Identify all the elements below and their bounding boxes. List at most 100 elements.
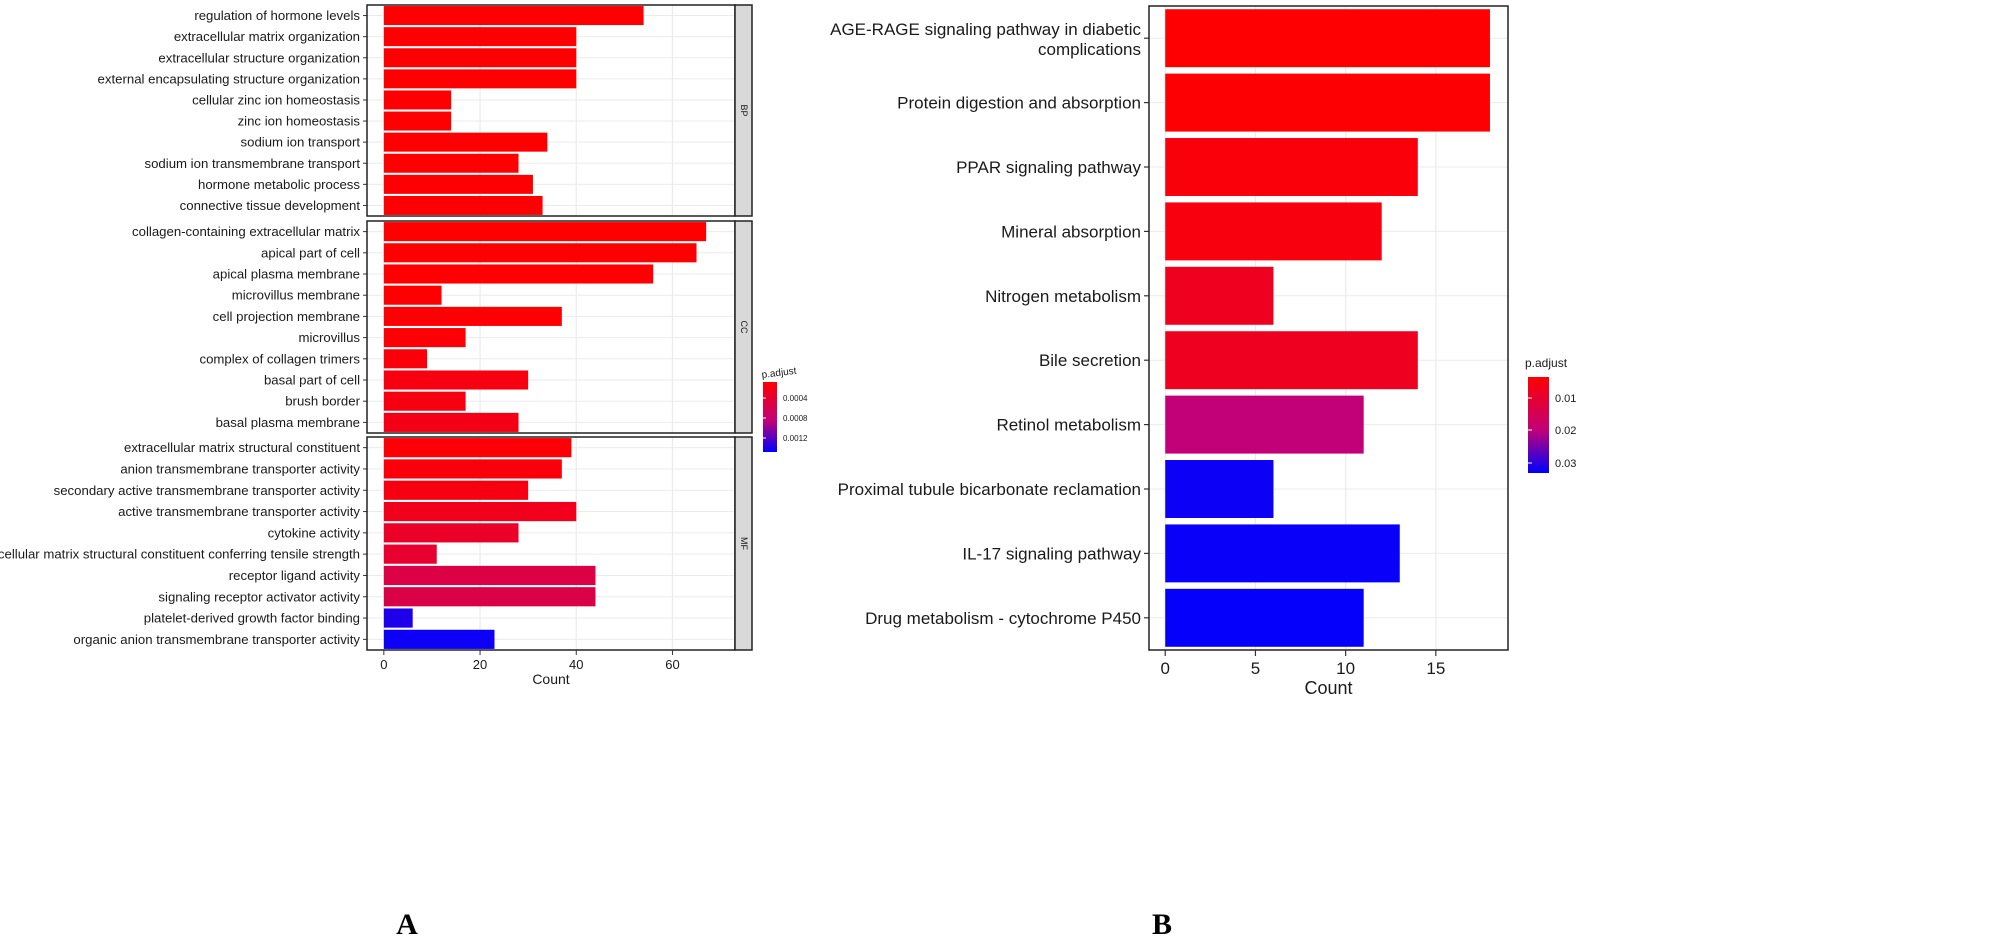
facet-strip-label: MF <box>739 537 749 550</box>
bar <box>383 195 543 215</box>
category-label: anion transmembrane transporter activity <box>120 461 360 476</box>
legend-tick-label: 0.02 <box>1555 425 1576 437</box>
category-label: microvillus membrane <box>232 288 360 303</box>
bar <box>383 438 572 458</box>
category-label: complex of collagen trimers <box>199 351 360 366</box>
category-label: Retinol metabolism <box>996 416 1141 435</box>
bar <box>383 306 562 326</box>
facet-strip <box>734 436 753 651</box>
facet-bp: regulation of hormone levels extracellula… <box>98 4 753 217</box>
bar <box>1165 202 1382 261</box>
category-label: zinc ion homeostasis <box>238 114 361 129</box>
bar <box>1165 331 1418 390</box>
bar <box>383 629 495 649</box>
category-label: regulation of hormone levels <box>194 8 360 23</box>
bar <box>1165 266 1274 325</box>
category-label: platelet-derived growth factor binding <box>144 611 360 626</box>
bar <box>383 285 442 305</box>
tick-label-x: 5 <box>1251 659 1260 678</box>
bar <box>1165 460 1274 518</box>
category-label: Drug metabolism - cytochrome P450 <box>865 609 1141 628</box>
bar <box>383 6 644 26</box>
category-label: AGE-RAGE signaling pathway in diabetic <box>830 20 1141 39</box>
category-label: extracellular structure organization <box>158 50 360 65</box>
facet-strip <box>734 4 753 217</box>
category-label: connective tissue development <box>180 198 361 213</box>
bar <box>383 459 562 479</box>
chart-b: AGE-RAGE signaling pathway in diabeticco… <box>830 5 1509 936</box>
category-label: apical plasma membrane <box>213 267 360 282</box>
bar <box>383 153 519 173</box>
tick-label-x: 60 <box>665 657 679 672</box>
category-label: cell projection membrane <box>213 309 360 324</box>
bar <box>383 523 519 543</box>
legend-tick-label: 0.03 <box>1555 458 1576 470</box>
panel-border <box>1148 5 1509 651</box>
axis-title-x: Count <box>532 671 569 687</box>
category-label: external encapsulating structure organiz… <box>98 71 360 86</box>
bar <box>383 391 466 411</box>
bar <box>1165 73 1490 132</box>
facet-mf: extracellular matrix structural constitu… <box>0 436 753 651</box>
bar <box>383 264 654 284</box>
facet-strip-label: CC <box>739 321 749 334</box>
panel-label: B <box>1152 908 1172 936</box>
bar <box>383 69 577 89</box>
category-label: signaling receptor activator activity <box>158 589 360 604</box>
facet-cc: collagen-containing extracellular matrix… <box>132 220 753 434</box>
bar <box>383 501 577 522</box>
bar <box>383 544 437 564</box>
category-label: IL-17 signaling pathway <box>962 544 1141 563</box>
bar <box>383 587 596 607</box>
bar <box>383 328 466 348</box>
legend: p.adjust 0.01 0.02 0.03 <box>1525 356 1576 473</box>
bar <box>383 243 697 263</box>
bar <box>1165 524 1400 583</box>
category-label: organic anion transmembrane transporter … <box>73 632 360 647</box>
bar <box>383 349 428 369</box>
category-label: basal plasma membrane <box>216 415 360 430</box>
bar <box>383 90 452 110</box>
category-label: basal part of cell <box>264 373 360 388</box>
legend-tick-label: 0.0012 <box>783 434 808 443</box>
facet-strip-label: BP <box>739 104 749 116</box>
bar <box>383 174 533 194</box>
category-label: brush border <box>285 394 360 409</box>
category-label: apical part of cell <box>261 245 360 260</box>
bar <box>383 111 452 131</box>
category-label: complications <box>1038 40 1141 59</box>
facet-strip <box>734 220 753 434</box>
category-label: Protein digestion and absorption <box>897 94 1141 113</box>
category-label: Nitrogen metabolism <box>985 287 1141 306</box>
category-label: cellular zinc ion homeostasis <box>192 92 360 107</box>
legend-colorbar <box>1528 377 1549 473</box>
category-label: sodium ion transport <box>241 135 361 150</box>
bar <box>383 370 529 390</box>
bar <box>383 480 529 500</box>
tick-label-x: 20 <box>473 657 487 672</box>
bar <box>1165 395 1364 454</box>
legend: p.adjust 0.0004 0.0008 0.0012 <box>761 366 808 452</box>
category-label: receptor ligand activity <box>229 568 361 583</box>
bar <box>383 565 596 586</box>
category-label: sodium ion transmembrane transport <box>145 156 361 171</box>
panel-label: A <box>396 908 418 936</box>
tick-label-x: 40 <box>569 657 583 672</box>
tick-label-x: 10 <box>1336 659 1355 678</box>
category-label: Bile secretion <box>1039 351 1141 370</box>
category-label: PPAR signaling pathway <box>956 158 1141 177</box>
bar <box>1165 138 1418 196</box>
bar <box>1165 9 1490 68</box>
category-label: collagen-containing extracellular matrix <box>132 224 360 239</box>
tick-label-x: 0 <box>1161 659 1170 678</box>
category-label: active transmembrane transporter activit… <box>118 504 360 519</box>
bar <box>1165 588 1364 647</box>
category-label: secondary active transmembrane transport… <box>54 483 361 498</box>
bar <box>383 132 548 152</box>
bar <box>383 608 413 628</box>
bar <box>383 48 577 68</box>
category-label: extracellular matrix organization <box>174 29 360 44</box>
category-label: extracellular matrix structural constitu… <box>0 547 360 562</box>
legend-title: p.adjust <box>761 366 797 381</box>
